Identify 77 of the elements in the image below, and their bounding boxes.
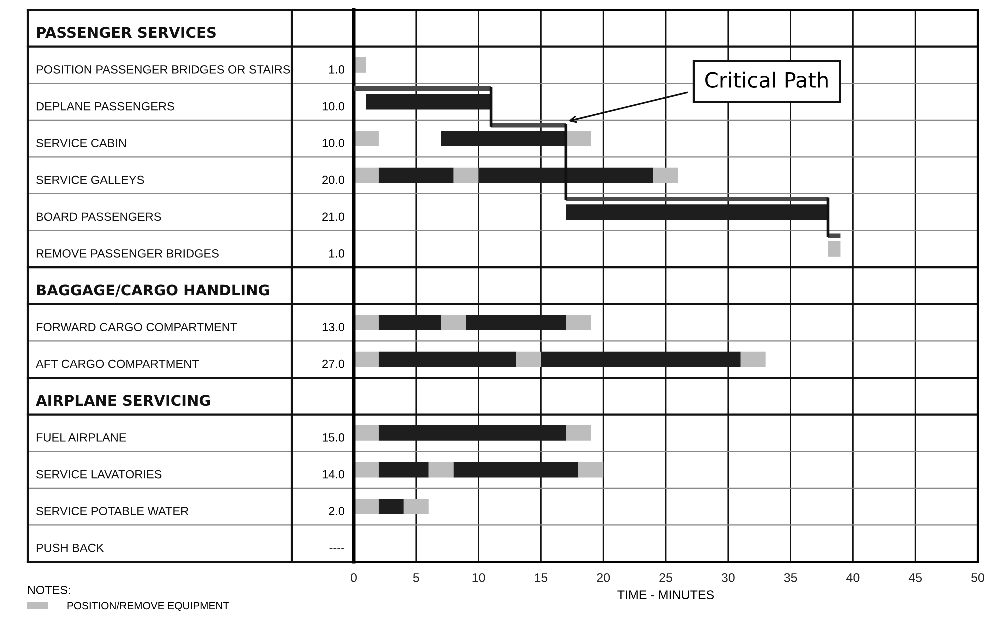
y-tick-label: POSITION PASSENGER BRIDGES OR STAIRS xyxy=(36,66,290,74)
bar xyxy=(378,499,404,515)
bar xyxy=(428,462,454,478)
x-tick-label: 45 xyxy=(908,574,922,582)
y-tick-label: AFT CARGO COMPARTMENT xyxy=(36,360,200,368)
y2-tick-label: 20.0 xyxy=(322,176,345,184)
bar xyxy=(566,196,828,202)
x-tick-label: 5 xyxy=(413,574,420,582)
bar xyxy=(516,352,542,368)
y-tick-label: PUSH BACK xyxy=(36,544,104,552)
y2-tick-label: 27.0 xyxy=(322,360,345,368)
bar xyxy=(378,168,454,184)
y-tick-label: BOARD PASSENGERS xyxy=(36,212,162,222)
bar xyxy=(378,425,566,441)
bar xyxy=(354,131,379,147)
x-tick-label: 50 xyxy=(972,573,984,582)
y2-tick-label: ---- xyxy=(330,548,344,550)
bar xyxy=(404,499,429,515)
y2-tick-label: 2.0 xyxy=(329,507,345,516)
bar xyxy=(654,168,678,184)
bar xyxy=(566,315,592,331)
x-tick-label: 10 xyxy=(472,573,486,582)
bar xyxy=(541,352,741,368)
bar xyxy=(828,241,841,257)
bar xyxy=(366,94,492,110)
bar xyxy=(378,352,516,368)
y-tick-label: BAGGAGE/CARGO HANDLING xyxy=(37,284,270,297)
bar xyxy=(441,315,466,331)
x-tick-label: 15 xyxy=(535,574,548,582)
x-tick-label: 0 xyxy=(351,573,357,582)
bar xyxy=(478,168,654,184)
y2-tick-label: 1.0 xyxy=(329,250,345,258)
bar xyxy=(354,86,492,91)
bar xyxy=(354,315,379,331)
y-tick-label: PASSENGER SERVICES xyxy=(37,27,216,38)
annotation: Critical Path xyxy=(706,72,828,88)
bar xyxy=(354,425,379,441)
legend-title: NOTES: xyxy=(28,586,70,594)
y-tick-label: SERVICE GALLEYS xyxy=(36,176,144,184)
y2-tick-label: 21.0 xyxy=(322,212,345,222)
x-axis-title: TIME - MINUTES xyxy=(618,590,714,600)
bar xyxy=(566,204,828,220)
y-tick-label: AIRPLANE SERVICING xyxy=(36,395,210,406)
bar xyxy=(354,499,379,515)
y-tick-label: REMOVE PASSENGER BRIDGES xyxy=(36,250,219,258)
bar xyxy=(466,315,566,331)
bar xyxy=(566,131,592,147)
bar xyxy=(578,462,604,478)
y2-tick-label: 15.0 xyxy=(322,434,345,442)
bar xyxy=(354,352,379,368)
bar xyxy=(454,462,579,478)
bar xyxy=(441,131,566,147)
bar xyxy=(740,352,766,368)
bar xyxy=(378,462,429,478)
bar xyxy=(354,462,379,478)
x-tick-label: 40 xyxy=(846,573,860,582)
legend-label: POSITION/REMOVE EQUIPMENT xyxy=(68,602,230,612)
x-tick-label: 30 xyxy=(722,573,735,582)
y-tick-label: DEPLANE PASSENGERS xyxy=(36,102,174,111)
y-tick-label: SERVICE CABIN xyxy=(36,139,126,148)
bar xyxy=(378,315,442,331)
y2-tick-label: 10.0 xyxy=(322,139,345,148)
y2-tick-label: 13.0 xyxy=(322,323,345,332)
x-tick-label: 25 xyxy=(660,573,672,582)
y-tick-label: SERVICE LAVATORIES xyxy=(36,470,162,479)
bar xyxy=(491,123,566,128)
bar xyxy=(354,168,379,184)
y-tick-label: FORWARD CARGO COMPARTMENT xyxy=(36,323,238,332)
y-tick-label: SERVICE POTABLE WATER xyxy=(36,507,189,516)
bar xyxy=(454,168,479,184)
y2-tick-label: 14.0 xyxy=(322,470,345,479)
y2-tick-label: 1.0 xyxy=(329,66,345,74)
bar xyxy=(566,425,592,441)
x-tick-label: 20 xyxy=(597,573,610,582)
y-tick-label: FUEL AIRPLANE xyxy=(36,434,126,442)
y2-tick-label: 10.0 xyxy=(322,102,345,111)
x-tick-label: 35 xyxy=(784,573,798,582)
